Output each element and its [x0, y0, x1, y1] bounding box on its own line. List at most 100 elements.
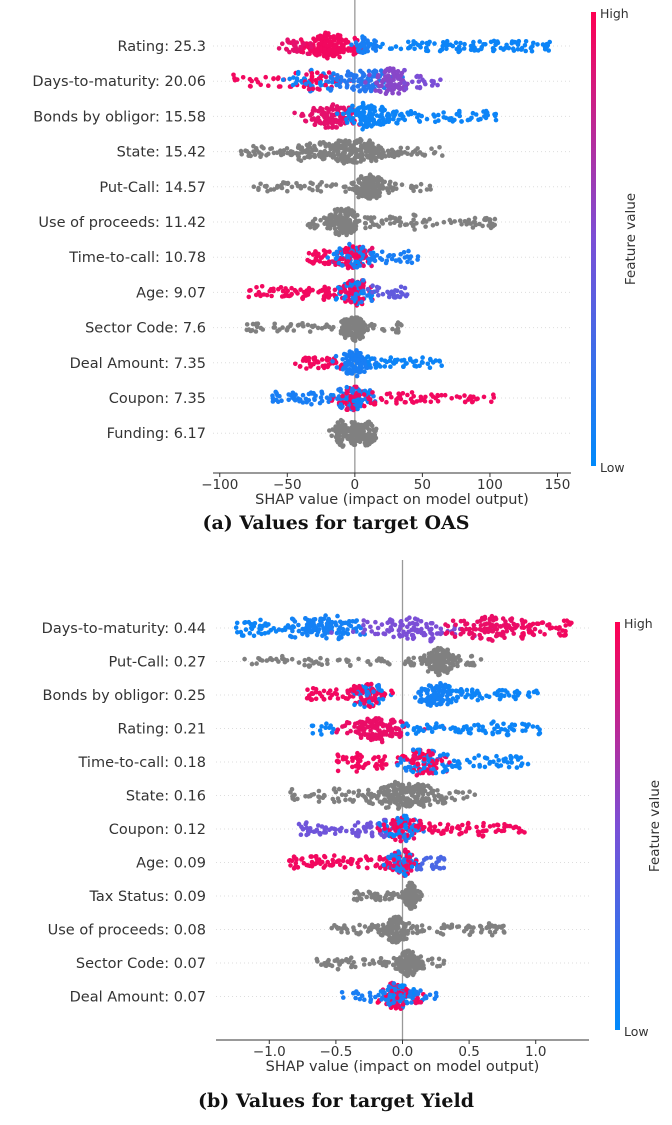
shap-point — [376, 754, 381, 760]
shap-point — [360, 116, 365, 121]
shap-point — [361, 106, 367, 112]
shap-point — [298, 158, 304, 163]
shap-point — [368, 215, 374, 220]
shap-point — [321, 110, 327, 115]
feature-label: Put-Call: 0.27 — [109, 655, 206, 671]
shap-point — [461, 46, 467, 51]
shap-point — [338, 105, 344, 111]
shap-point — [363, 795, 369, 801]
shap-point — [378, 89, 383, 95]
shap-point — [371, 689, 376, 694]
shap-point — [501, 721, 506, 727]
shap-point — [418, 754, 423, 760]
shap-point — [322, 121, 327, 127]
shap-point — [344, 828, 349, 834]
shap-point — [377, 857, 382, 862]
shap-point — [436, 688, 442, 694]
shap-point — [292, 287, 298, 293]
shap-point — [502, 727, 508, 732]
shap-point — [335, 796, 341, 801]
shap-point — [481, 394, 487, 400]
colorbar — [591, 12, 596, 466]
shap-point — [443, 622, 448, 627]
shap-point — [300, 295, 305, 301]
shap-point — [346, 207, 352, 213]
shap-point — [316, 788, 322, 794]
shap-point — [382, 826, 388, 831]
shap-point — [449, 826, 455, 832]
shap-point — [492, 726, 497, 732]
shap-point — [486, 223, 492, 228]
shap-point — [347, 186, 352, 192]
shap-point — [345, 406, 350, 411]
shap-point — [438, 666, 444, 671]
shap-point — [480, 628, 486, 633]
shap-point — [317, 830, 322, 836]
shap-point — [397, 834, 403, 840]
shap-point — [409, 632, 415, 638]
shap-point — [366, 122, 372, 128]
shap-point — [430, 223, 436, 228]
shap-point — [439, 647, 445, 652]
shap-point — [381, 77, 386, 83]
shap-point — [307, 628, 312, 634]
shap-point — [355, 720, 361, 726]
shap-point — [471, 623, 477, 628]
shap-point — [350, 244, 356, 249]
shap-point — [387, 214, 393, 220]
shap-point — [429, 146, 434, 151]
shap-point — [492, 617, 498, 622]
feature-label: Deal Amount: 7.35 — [70, 356, 206, 372]
shap-point — [365, 682, 370, 687]
shap-point — [480, 728, 485, 733]
shap-point — [411, 217, 416, 223]
shap-point — [337, 246, 343, 251]
shap-point — [453, 789, 459, 794]
shap-point — [381, 328, 387, 333]
shap-point — [472, 48, 477, 53]
shap-point — [327, 396, 333, 402]
shap-point — [401, 250, 407, 255]
shap-point — [352, 323, 358, 328]
shap-point — [365, 716, 370, 722]
shap-point — [363, 829, 369, 834]
shap-point — [414, 221, 419, 226]
shap-point — [367, 153, 373, 159]
shap-point — [469, 693, 474, 698]
shap-point — [412, 794, 417, 800]
shap-point — [478, 623, 484, 628]
shap-point — [326, 295, 332, 300]
shap-point — [379, 622, 385, 627]
shap-point — [343, 352, 348, 357]
shap-point — [345, 859, 351, 865]
shap-point — [432, 797, 438, 802]
shap-point — [342, 433, 348, 439]
shap-point — [382, 364, 388, 369]
shap-point — [334, 296, 340, 301]
shap-point — [315, 359, 320, 364]
shap-point — [365, 354, 370, 360]
shap-point — [358, 68, 363, 74]
shap-point — [436, 112, 441, 118]
shap-point — [472, 663, 477, 668]
shap-point — [317, 288, 323, 294]
shap-point — [304, 820, 309, 825]
shap-point — [377, 828, 383, 833]
shap-point — [344, 317, 349, 322]
shap-point — [496, 758, 502, 763]
shap-point — [421, 765, 427, 771]
shap-point — [309, 77, 314, 83]
shap-point — [456, 653, 462, 659]
shap-point — [318, 655, 323, 661]
shap-point — [388, 364, 393, 370]
shap-point — [445, 697, 450, 702]
shap-point — [560, 628, 565, 633]
shap-point — [413, 827, 418, 833]
shap-point — [371, 427, 376, 433]
shap-point — [391, 295, 397, 300]
shap-point — [401, 364, 406, 369]
shap-point — [478, 116, 483, 122]
shap-point — [377, 865, 383, 871]
shap-point — [267, 288, 273, 294]
shap-point — [406, 781, 412, 787]
